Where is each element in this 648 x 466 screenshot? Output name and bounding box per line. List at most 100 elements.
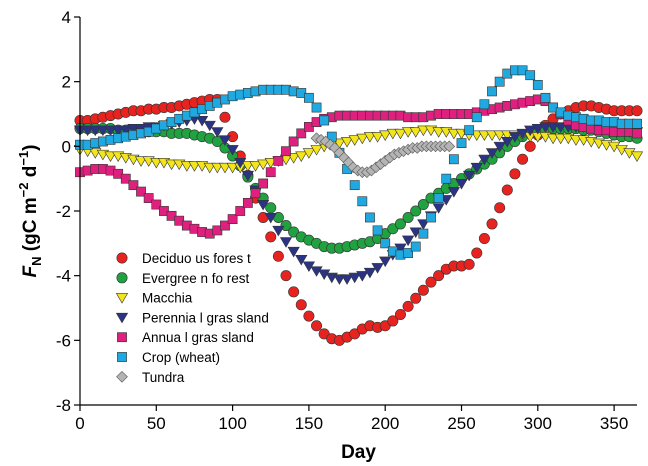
data-point (134, 156, 148, 167)
data-point (417, 284, 429, 296)
data-point (303, 310, 315, 322)
series-tundra (310, 132, 456, 179)
data-point (433, 193, 444, 203)
data-point (356, 133, 369, 145)
legend-label: Tundra (142, 370, 185, 385)
data-point (357, 196, 368, 207)
data-point (463, 170, 476, 182)
data-point (151, 199, 162, 210)
legend-marker (117, 352, 127, 362)
data-point (287, 246, 300, 258)
data-point (348, 135, 361, 146)
data-point (279, 237, 293, 248)
data-point (235, 206, 246, 216)
x-tick-label: 50 (147, 414, 166, 433)
data-point (478, 130, 491, 142)
series-macchia (73, 125, 644, 174)
data-point (324, 138, 337, 151)
legend-marker (117, 332, 127, 343)
data-point (632, 118, 642, 129)
data-point (524, 140, 536, 152)
data-point (296, 128, 307, 139)
data-point (89, 125, 102, 137)
data-point (425, 276, 437, 288)
legend-label: Perennia l gras sland (142, 310, 269, 325)
data-point (478, 232, 490, 244)
data-point (632, 128, 642, 139)
legend-marker (115, 312, 129, 324)
data-point (136, 186, 146, 197)
data-point (516, 128, 529, 140)
data-point (532, 80, 543, 90)
data-point (265, 231, 277, 243)
legend-marker (115, 293, 129, 304)
data-point (333, 274, 346, 285)
data-point (257, 159, 270, 171)
data-point (447, 128, 460, 140)
x-tick-label: 300 (524, 414, 552, 433)
data-point (295, 255, 308, 266)
data-point (401, 127, 415, 138)
data-point (432, 127, 445, 138)
data-point (447, 187, 460, 198)
data-point (81, 125, 94, 137)
data-point (120, 173, 131, 184)
legend-label: Deciduo us fores t (142, 251, 251, 266)
data-point (394, 308, 406, 320)
y-tick-label: 4 (62, 8, 71, 27)
y-tick-label: 0 (62, 137, 71, 156)
y-tick-label: 2 (62, 73, 71, 92)
data-point (295, 299, 307, 311)
y-axis-title-unit-a: (gC m (20, 197, 41, 256)
y-ticks: -8 -6 -4 -2 0 2 4 (56, 8, 80, 415)
data-point (417, 199, 429, 211)
data-point (365, 212, 375, 223)
legend-label: Annua l gras sland (142, 330, 254, 345)
data-point (288, 286, 300, 298)
data-point (494, 76, 505, 87)
data-point (372, 225, 383, 236)
data-point (501, 184, 513, 196)
data-point (340, 274, 354, 285)
data-point (218, 162, 232, 174)
data-point (304, 92, 314, 103)
series-deciduous-forest (74, 93, 643, 346)
data-point (188, 161, 201, 172)
data-point (426, 212, 436, 223)
series-crop-wheat (75, 65, 642, 260)
data-point (479, 99, 490, 110)
data-point (281, 146, 291, 157)
x-ticks: 0 50 100 150 200 250 300 350 (75, 405, 628, 433)
data-point (356, 271, 369, 282)
data-point (295, 151, 308, 163)
data-point (525, 70, 536, 81)
data-point (517, 153, 529, 165)
data-point (203, 120, 216, 132)
data-point (96, 125, 110, 137)
data-point (349, 180, 360, 191)
data-point (226, 162, 239, 174)
data-point (257, 200, 270, 211)
data-point (410, 241, 421, 252)
data-point (211, 127, 224, 138)
data-point (104, 151, 117, 163)
y-tick-label: -4 (56, 267, 71, 286)
y-axis-title: FN (gC m−2 d−1) (16, 145, 44, 278)
y-tick-label: -2 (56, 202, 71, 221)
y-axis-title-close: ) (20, 145, 41, 151)
data-point (104, 125, 117, 137)
data-point (258, 178, 269, 189)
data-point (494, 202, 506, 214)
data-point (250, 188, 261, 199)
axes: 0 50 100 150 200 250 300 350 -8 -6 -4 -2 0 2 4 (56, 8, 637, 433)
data-point (433, 270, 445, 282)
data-point (112, 125, 125, 137)
legend-marker (116, 370, 128, 383)
data-point (272, 250, 284, 262)
data-point (455, 179, 468, 190)
data-point (218, 135, 232, 146)
data-point (394, 128, 407, 140)
data-point (443, 140, 456, 153)
data-point (554, 133, 567, 145)
